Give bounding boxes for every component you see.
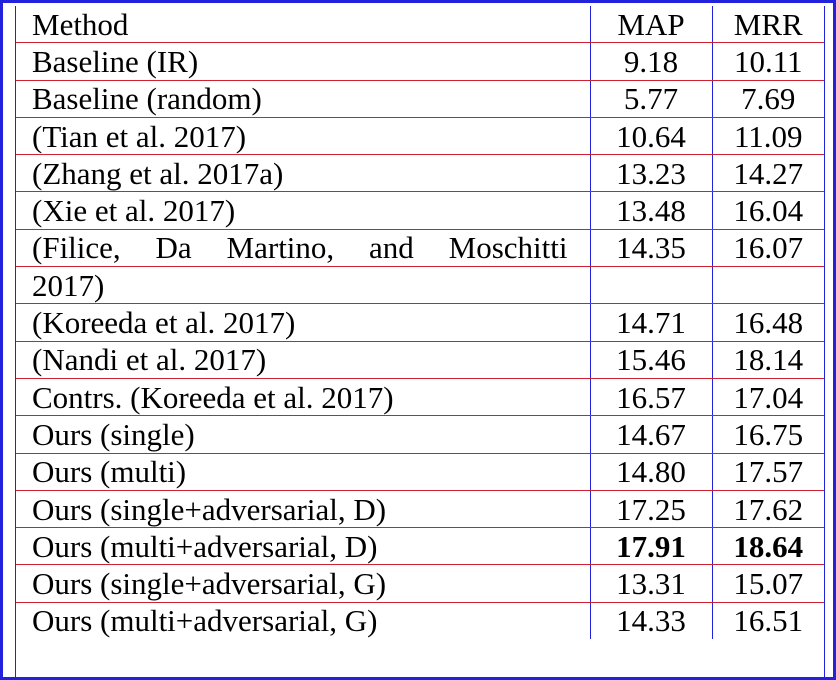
method-cell: Ours (single): [16, 415, 590, 454]
map-cell: 14.80: [589, 453, 712, 491]
mrr-cell: 11.09: [711, 117, 824, 156]
table-row: (Xie et al. 2017) 13.48 16.04: [16, 191, 824, 230]
map-cell-empty: [589, 266, 712, 305]
table-row: (Tian et al. 2017) 10.64 11.09: [16, 117, 824, 156]
map-cell: 16.57: [589, 378, 712, 417]
header-mrr: MRR: [711, 6, 824, 44]
method-cell: (Koreeda et al. 2017): [16, 303, 590, 342]
table-row: Ours (single+adversarial, G) 13.31 15.07: [16, 564, 824, 603]
method-cell: Baseline (IR): [16, 42, 590, 81]
map-cell-best: 17.91: [589, 527, 712, 566]
table-row-best: Ours (multi+adversarial, D) 17.91 18.64: [16, 527, 824, 566]
mrr-cell: 7.69: [711, 80, 824, 118]
table-row: Contrs. (Koreeda et al. 2017) 16.57 17.0…: [16, 378, 824, 417]
map-cell: 14.67: [589, 415, 712, 454]
mrr-cell-best: 18.64: [711, 527, 824, 566]
table-row: (Nandi et al. 2017) 15.46 18.14: [16, 341, 824, 379]
mrr-cell: 16.07: [711, 229, 824, 268]
header-row: Method MAP MRR: [16, 6, 824, 44]
method-cell: Ours (single+adversarial, G): [16, 564, 590, 603]
mrr-cell: 16.51: [711, 602, 824, 640]
header-map: MAP: [589, 6, 712, 44]
table-row-continuation: 2017): [16, 266, 824, 305]
method-cell: Contrs. (Koreeda et al. 2017): [16, 378, 590, 417]
method-cell: (Filice, Da Martino, and Moschitti: [16, 229, 590, 268]
header-method: Method: [16, 6, 590, 44]
method-cell: (Nandi et al. 2017): [16, 341, 590, 379]
mrr-cell: 16.48: [711, 303, 824, 342]
mrr-cell: 17.57: [711, 453, 824, 491]
map-cell: 13.23: [589, 154, 712, 193]
table-row: Ours (single+adversarial, D) 17.25 17.62: [16, 490, 824, 529]
mrr-cell: 17.62: [711, 490, 824, 529]
results-table: Method MAP MRR Baseline (IR) 9.18 10.11 …: [16, 6, 824, 640]
table-row: Ours (single) 14.67 16.75: [16, 415, 824, 454]
mrr-cell: 14.27: [711, 154, 824, 193]
method-cell-continuation: 2017): [16, 266, 590, 305]
map-cell: 13.31: [589, 564, 712, 603]
method-cell: Ours (single+adversarial, D): [16, 490, 590, 529]
method-cell: (Xie et al. 2017): [16, 191, 590, 230]
table-row: (Zhang et al. 2017a) 13.23 14.27: [16, 154, 824, 193]
mrr-cell: 16.75: [711, 415, 824, 454]
map-cell: 5.77: [589, 80, 712, 118]
table-row: Baseline (random) 5.77 7.69: [16, 80, 824, 118]
mrr-cell: 16.04: [711, 191, 824, 230]
table-row: Ours (multi) 14.80 17.57: [16, 453, 824, 491]
map-cell: 14.35: [589, 229, 712, 268]
method-cell: Ours (multi+adversarial, G): [32, 603, 378, 639]
map-cell: 9.18: [589, 42, 712, 81]
mrr-cell: 15.07: [711, 564, 824, 603]
table-row: Baseline (IR) 9.18 10.11: [16, 42, 824, 81]
method-cell: Ours (multi): [16, 453, 590, 491]
method-cell: Baseline (random): [16, 80, 590, 118]
map-cell: 17.25: [589, 490, 712, 529]
table-row: (Filice, Da Martino, and Moschitti 14.35…: [16, 229, 824, 268]
mrr-cell: 17.04: [711, 378, 824, 417]
map-cell: 13.48: [589, 191, 712, 230]
map-cell: 14.71: [589, 303, 712, 342]
mrr-cell: 18.14: [711, 341, 824, 379]
table-container: Method MAP MRR Baseline (IR) 9.18 10.11 …: [15, 6, 825, 677]
table-row: Ours (multi+adversarial, G) 14.33 16.51: [16, 602, 824, 640]
mrr-cell-empty: [711, 266, 824, 305]
table-row: (Koreeda et al. 2017) 14.71 16.48: [16, 303, 824, 342]
method-cell: Ours (multi+adversarial, D): [16, 527, 590, 566]
mrr-cell: 10.11: [711, 42, 824, 81]
map-cell: 10.64: [589, 117, 712, 156]
map-cell: 14.33: [589, 602, 712, 640]
map-cell: 15.46: [589, 341, 712, 379]
method-cell: (Tian et al. 2017): [16, 117, 590, 156]
method-cell: (Zhang et al. 2017a): [16, 154, 590, 193]
